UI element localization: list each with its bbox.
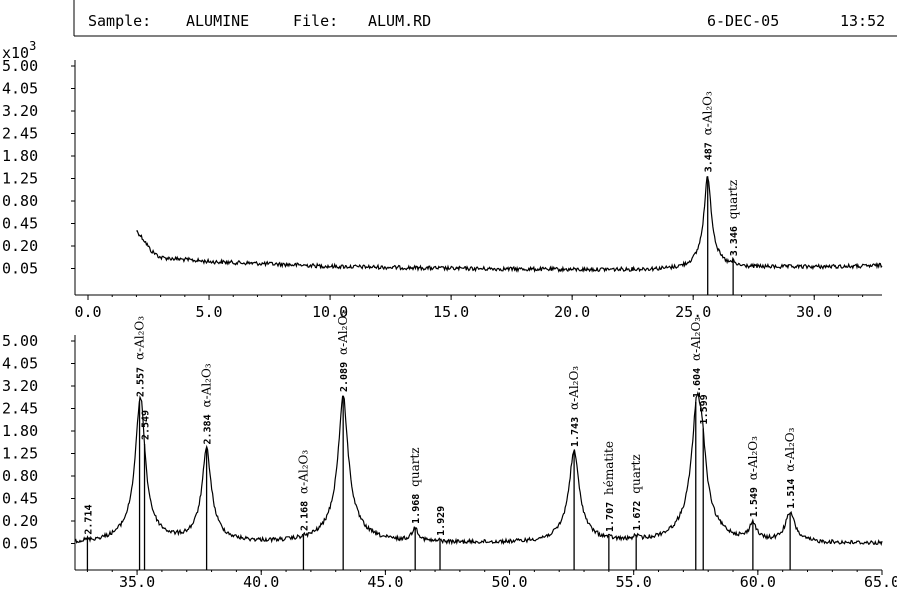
- peak-phase-label: α-Al₂O₃: [689, 317, 703, 361]
- peak-d-spacing-label: 2.714: [83, 504, 94, 534]
- y-tick-label: 0.05: [2, 260, 38, 278]
- peak-d-spacing-label: 1.599: [699, 394, 710, 424]
- peak-d-spacing-label: 2.549: [141, 410, 152, 440]
- peak-d-spacing-label: 1.743: [570, 417, 581, 447]
- y-tick-label: 5.00: [2, 57, 38, 75]
- y-tick-label: 0.80: [2, 467, 38, 485]
- peak-d-spacing-label: 2.384: [203, 414, 214, 444]
- y-multiplier-exponent: 3: [29, 39, 36, 53]
- peak-d-spacing-label: 1.672: [632, 501, 643, 531]
- peak-phase-label: quartz: [726, 180, 740, 219]
- x-tick-label: 50.0: [491, 573, 527, 590]
- x-tick-label: 60.0: [740, 573, 776, 590]
- peak-d-spacing-label: 1.604: [692, 368, 703, 398]
- y-tick-label: 0.05: [2, 535, 38, 553]
- peak-d-spacing-label: 2.557: [136, 367, 147, 397]
- peak-phase-label: quartz: [629, 454, 643, 493]
- peak-d-spacing-label: 3.346: [729, 226, 740, 256]
- y-tick-label: 3.20: [2, 102, 38, 120]
- y-tick-label: 0.80: [2, 192, 38, 210]
- x-tick-label: 25.0: [675, 303, 711, 321]
- y-tick-label: 2.45: [2, 125, 38, 143]
- x-tick-label: 0.0: [74, 303, 101, 321]
- x-tick-label: 40.0: [243, 573, 279, 590]
- peak-d-spacing-label: 1.929: [436, 506, 447, 536]
- y-tick-label: 0.45: [2, 215, 38, 233]
- peak-d-spacing-label: 1.707: [605, 502, 616, 532]
- y-tick-label: 1.25: [2, 170, 38, 188]
- peak-d-spacing-label: 3.487: [704, 142, 715, 172]
- y-tick-label: 1.80: [2, 422, 38, 440]
- header-date: 6-DEC-05: [707, 12, 779, 30]
- chart-panel-bottom: 5.00 4.05 3.20 2.45 1.80 1.25 0.80 0.45 0.20 0.05…: [2, 311, 897, 590]
- peak-d-spacing-label: 1.968: [411, 494, 422, 524]
- x-tick-label: 30.0: [796, 303, 832, 321]
- y-tick-label: 0.20: [2, 512, 38, 530]
- y-tick-label: 5.00: [2, 332, 38, 350]
- y-tick-label: 3.20: [2, 377, 38, 395]
- header-bar: Sample: ALUMINE File: ALUM.RD 6-DEC-05 1…: [73, 0, 897, 37]
- header-time: 13:52: [840, 12, 885, 30]
- x-tick-label: 10.0: [312, 303, 348, 321]
- peak-d-spacing-label: 2.168: [299, 501, 310, 531]
- chart-panel-top: 5.004.053.202.451.801.250.800.450.200.05…: [2, 57, 883, 321]
- header-file-value: ALUM.RD: [368, 12, 431, 30]
- y-tick-label: 4.05: [2, 355, 38, 373]
- y-multiplier-label: x103: [2, 39, 36, 62]
- peak-phase-label: quartz: [408, 447, 422, 486]
- diffraction-trace: [74, 391, 883, 547]
- peak-d-spacing-label: 1.514: [786, 479, 797, 509]
- header-file-label: File:: [293, 12, 338, 30]
- peak-phase-label: hématite: [602, 441, 616, 495]
- x-tick-label: 55.0: [616, 573, 652, 590]
- peak-phase-label: α-Al₂O₃: [336, 311, 350, 355]
- y-tick-label: 4.05: [2, 80, 38, 98]
- diffraction-trace: [136, 176, 883, 273]
- header-sample-value: ALUMINE: [186, 12, 249, 30]
- x-tick-label: 15.0: [433, 303, 469, 321]
- y-tick-label: 1.80: [2, 147, 38, 165]
- peak-d-spacing-label: 1.549: [749, 487, 760, 517]
- peak-d-spacing-label: 2.089: [339, 362, 350, 392]
- peak-phase-label: α-Al₂O₃: [133, 316, 147, 360]
- peak-phase-label: α-Al₂O₃: [200, 363, 214, 407]
- y-tick-label: 0.45: [2, 490, 38, 508]
- y-tick-label: 1.25: [2, 445, 38, 463]
- peak-phase-label: α-Al₂O₃: [783, 427, 797, 471]
- x-tick-label: 65.0: [864, 573, 897, 590]
- peak-phase-label: α-Al₂O₃: [296, 450, 310, 494]
- peak-phase-label: α-Al₂O₃: [567, 366, 581, 410]
- peak-phase-label: α-Al₂O₃: [746, 436, 760, 480]
- x-tick-label: 5.0: [195, 303, 222, 321]
- x-tick-label: 20.0: [554, 303, 590, 321]
- header-sample-label: Sample:: [88, 12, 151, 30]
- y-tick-label: 0.20: [2, 237, 38, 255]
- y-tick-label: 2.45: [2, 400, 38, 418]
- x-tick-label: 45.0: [367, 573, 403, 590]
- x-tick-label: 35.0: [119, 573, 155, 590]
- peak-phase-label: α-Al₂O₃: [701, 91, 715, 135]
